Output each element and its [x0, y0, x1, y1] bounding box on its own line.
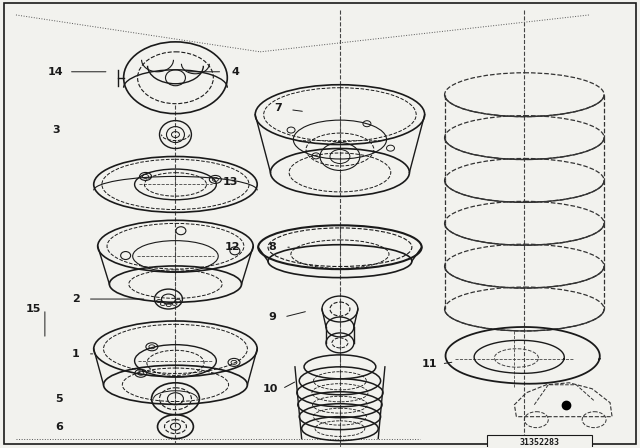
Text: 13: 13	[223, 177, 238, 187]
Text: 15: 15	[25, 304, 40, 314]
Text: 11: 11	[422, 359, 437, 369]
Text: 7: 7	[275, 103, 282, 112]
Text: 12: 12	[225, 242, 240, 252]
Text: 2: 2	[72, 294, 79, 304]
Bar	[488, 435, 592, 448]
Text: 3: 3	[52, 125, 60, 134]
Text: 10: 10	[262, 384, 278, 394]
Text: 6: 6	[55, 422, 63, 431]
Text: 1: 1	[72, 349, 79, 359]
Text: 8: 8	[268, 242, 276, 252]
Text: 9: 9	[268, 312, 276, 322]
Text: 31352283: 31352283	[519, 438, 559, 447]
Text: 4: 4	[231, 67, 239, 77]
Text: 14: 14	[48, 67, 63, 77]
Text: 5: 5	[55, 394, 63, 404]
